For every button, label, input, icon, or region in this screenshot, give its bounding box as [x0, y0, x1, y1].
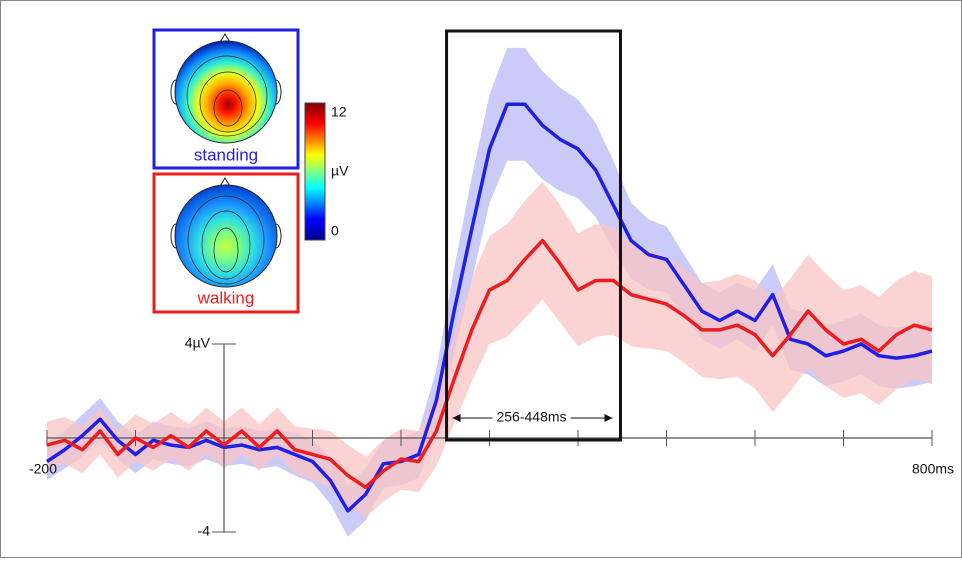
line — [46, 102, 933, 513]
line — [46, 238, 933, 490]
colorbar-label: µV — [331, 163, 349, 179]
window-box — [445, 29, 622, 442]
x-tick-label: -200 — [29, 461, 57, 477]
y-tick-label: -4 — [198, 523, 211, 539]
series-name: walking — [197, 288, 255, 307]
label-bg — [492, 408, 571, 425]
colorbar-tick-label: 12 — [331, 104, 347, 120]
colorbar-tick-label: 0 — [331, 223, 339, 239]
topomap-standing — [152, 28, 300, 170]
x-tick-label: 800ms — [912, 461, 954, 477]
y-tick-label: 4µV — [185, 335, 211, 351]
colorbar: µV 0 12 — [304, 102, 349, 241]
window-label: 256-448ms — [496, 409, 566, 425]
error-band — [47, 181, 932, 518]
plot-area: -200 800ms -4 4µV 256-448ms — [29, 29, 954, 539]
topomap-walking — [152, 172, 300, 314]
series-name: standing — [194, 145, 258, 164]
